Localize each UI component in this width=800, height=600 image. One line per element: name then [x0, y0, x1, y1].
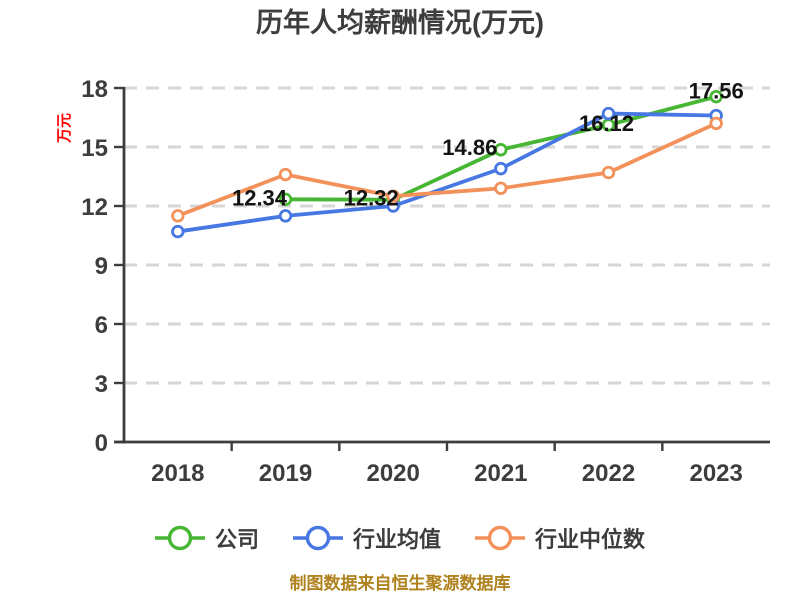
data-point — [278, 209, 293, 223]
data-point — [171, 209, 185, 223]
legend-item-2[interactable]: 行业中位数 — [475, 522, 645, 554]
data-point — [278, 167, 293, 182]
y-axis-unit-label: 万元 — [56, 113, 73, 144]
data-label: 16.12 — [579, 111, 634, 136]
data-point — [494, 161, 508, 176]
data-label: 12.34 — [232, 185, 288, 210]
data-label: 12.32 — [344, 186, 399, 211]
chart-title: 历年人均薪酬情况(万元) — [256, 8, 544, 38]
legend-label: 行业均值 — [352, 527, 441, 552]
data-point — [601, 165, 616, 180]
legend-marker-icon — [292, 525, 343, 551]
data-label: 14.86 — [442, 135, 497, 160]
data-label: 17.56 — [689, 79, 744, 104]
y-tick-label: 12 — [81, 194, 108, 221]
x-tick-label: 2018 — [151, 460, 204, 487]
data-point — [709, 89, 723, 104]
y-tick-label: 6 — [95, 312, 108, 339]
data-point — [494, 181, 508, 196]
y-tick-label: 0 — [95, 430, 108, 457]
x-tick-label: 2023 — [689, 460, 742, 487]
y-tick-label: 18 — [81, 76, 108, 103]
data-source-note: 制图数据来自恒生聚源数据库 — [289, 574, 511, 593]
x-tick-label: 2020 — [366, 460, 419, 487]
data-point — [494, 143, 508, 157]
x-tick-label: 2022 — [582, 460, 635, 487]
series-line-1 — [175, 111, 719, 234]
data-point — [601, 106, 616, 121]
y-tick-label: 15 — [81, 135, 108, 162]
legend-marker-icon — [154, 525, 205, 551]
x-tick-label: 2021 — [474, 460, 527, 487]
data-point — [709, 116, 723, 131]
x-tick-label: 2019 — [259, 460, 312, 487]
chart-legend: 公司 行业均值 行业中位数 — [0, 515, 800, 561]
legend-item-1[interactable]: 行业均值 — [292, 522, 441, 554]
data-point — [171, 224, 185, 239]
line-chart: 0 3 6 9 12 15 18 2018 2019 2020 2021 2022 2023 万元 12.3… — [56, 76, 770, 487]
legend-marker-icon — [475, 525, 525, 551]
legend-label: 行业中位数 — [535, 527, 646, 552]
legend-label: 公司 — [214, 527, 259, 552]
data-point — [278, 192, 293, 207]
y-tick-label: 3 — [95, 371, 108, 398]
data-point — [386, 189, 400, 203]
legend-item-0[interactable]: 公司 — [154, 522, 259, 554]
series-line-2 — [175, 121, 719, 218]
y-tick-label: 9 — [95, 253, 108, 280]
